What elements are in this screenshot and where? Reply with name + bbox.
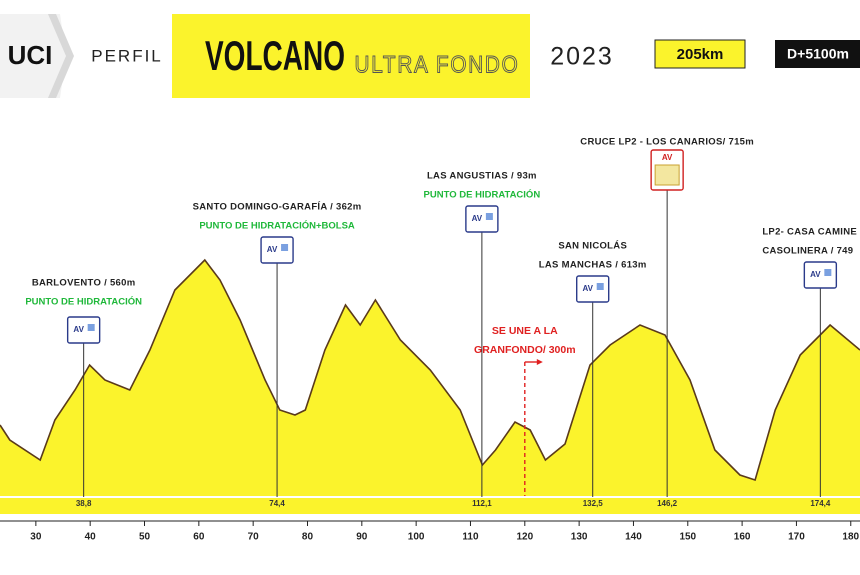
annotation-label: LAS MANCHAS / 613m (539, 260, 647, 271)
x-tick-label: 40 (85, 532, 97, 543)
x-tick-label: 90 (356, 532, 368, 543)
icon-label: AV (662, 153, 673, 162)
annotation-label: SANTO DOMINGO-GARAFÍA / 362m (193, 202, 362, 213)
x-tick-label: 150 (679, 532, 696, 543)
x-tick-label: 50 (139, 532, 151, 543)
elevation-area (0, 260, 860, 490)
x-tick-label: 130 (571, 532, 588, 543)
elevation-line (0, 258, 860, 482)
x-tick-label: 160 (734, 532, 751, 543)
annotation-note: PUNTO DE HIDRATACIÓN+BOLSA (199, 220, 355, 232)
icon-picture (824, 269, 832, 276)
annotation-label: CRUCE LP2 - LOS CANARIOS/ 715m (580, 137, 754, 148)
annotation-label: LP2- CASA CAMINE (762, 227, 857, 238)
icon-picture (281, 244, 289, 251)
km-label: 74,4 (269, 499, 285, 508)
icon-picture (87, 324, 95, 331)
km-label: 132,5 (583, 499, 604, 508)
icon-label: AV (267, 245, 278, 254)
x-tick-label: 140 (625, 532, 642, 543)
distance: 205km (677, 46, 724, 63)
x-tick-label: 80 (302, 532, 314, 543)
x-tick-label: 100 (408, 532, 425, 543)
icon-picture (596, 283, 604, 290)
x-tick-label: 70 (248, 532, 260, 543)
km-label: 38,8 (76, 499, 92, 508)
join-arrowhead (536, 359, 543, 365)
annotation-label: SAN NICOLÁS (558, 241, 627, 252)
year: 2023 (550, 43, 614, 71)
icon-box (66, 316, 101, 344)
logo-bg (0, 14, 66, 98)
icon-label: AV (582, 284, 593, 293)
icon-label: AV (472, 214, 483, 223)
distance-box (654, 39, 746, 69)
climb-box (775, 40, 860, 68)
join-label: GRANFONDO/ 300m (474, 344, 576, 356)
annotation-note: PUNTO DE HIDRATACIÓN (424, 189, 541, 201)
km-band (0, 488, 860, 514)
title-box (172, 14, 530, 98)
icon-box (576, 275, 610, 303)
x-tick-label: 120 (516, 532, 533, 543)
logo: UCI (8, 40, 53, 70)
join-label: SE UNE A LA (492, 325, 558, 337)
annotation-label: CASOLINERA / 749 (762, 246, 853, 257)
x-tick-label: 30 (30, 532, 42, 543)
header-label: PERFIL (91, 46, 163, 65)
icon-box (803, 261, 838, 289)
plot: 30 40 50 60 70 80 90 100 110 120 130 140 150 160 170 18… (0, 137, 860, 543)
icon-box (260, 236, 294, 264)
km-label: 112,1 (472, 499, 492, 508)
climb: D+5100m (787, 46, 849, 62)
x-tick-label: 60 (193, 532, 205, 543)
icon-box (465, 205, 499, 233)
icon-label: AV (810, 270, 821, 279)
logo-chevron (48, 14, 74, 98)
icon-picture (654, 164, 680, 186)
icon-picture (485, 213, 493, 220)
annotation-label: BARLOVENTO / 560m (32, 278, 136, 289)
x-tick-label: 180 (842, 532, 859, 543)
icon-label: AV (73, 325, 84, 334)
annotation-label: LAS ANGUSTIAS / 93m (427, 171, 537, 182)
title: VOLCANO (205, 32, 345, 79)
x-tick-label: 170 (788, 532, 805, 543)
x-tick-label: 110 (462, 532, 479, 543)
annotation-note: PUNTO DE HIDRATACIÓN (25, 296, 142, 308)
km-label: 146,2 (657, 499, 678, 508)
km-label: 174,4 (810, 499, 831, 508)
subtitle: ULTRA FONDO (355, 51, 520, 78)
